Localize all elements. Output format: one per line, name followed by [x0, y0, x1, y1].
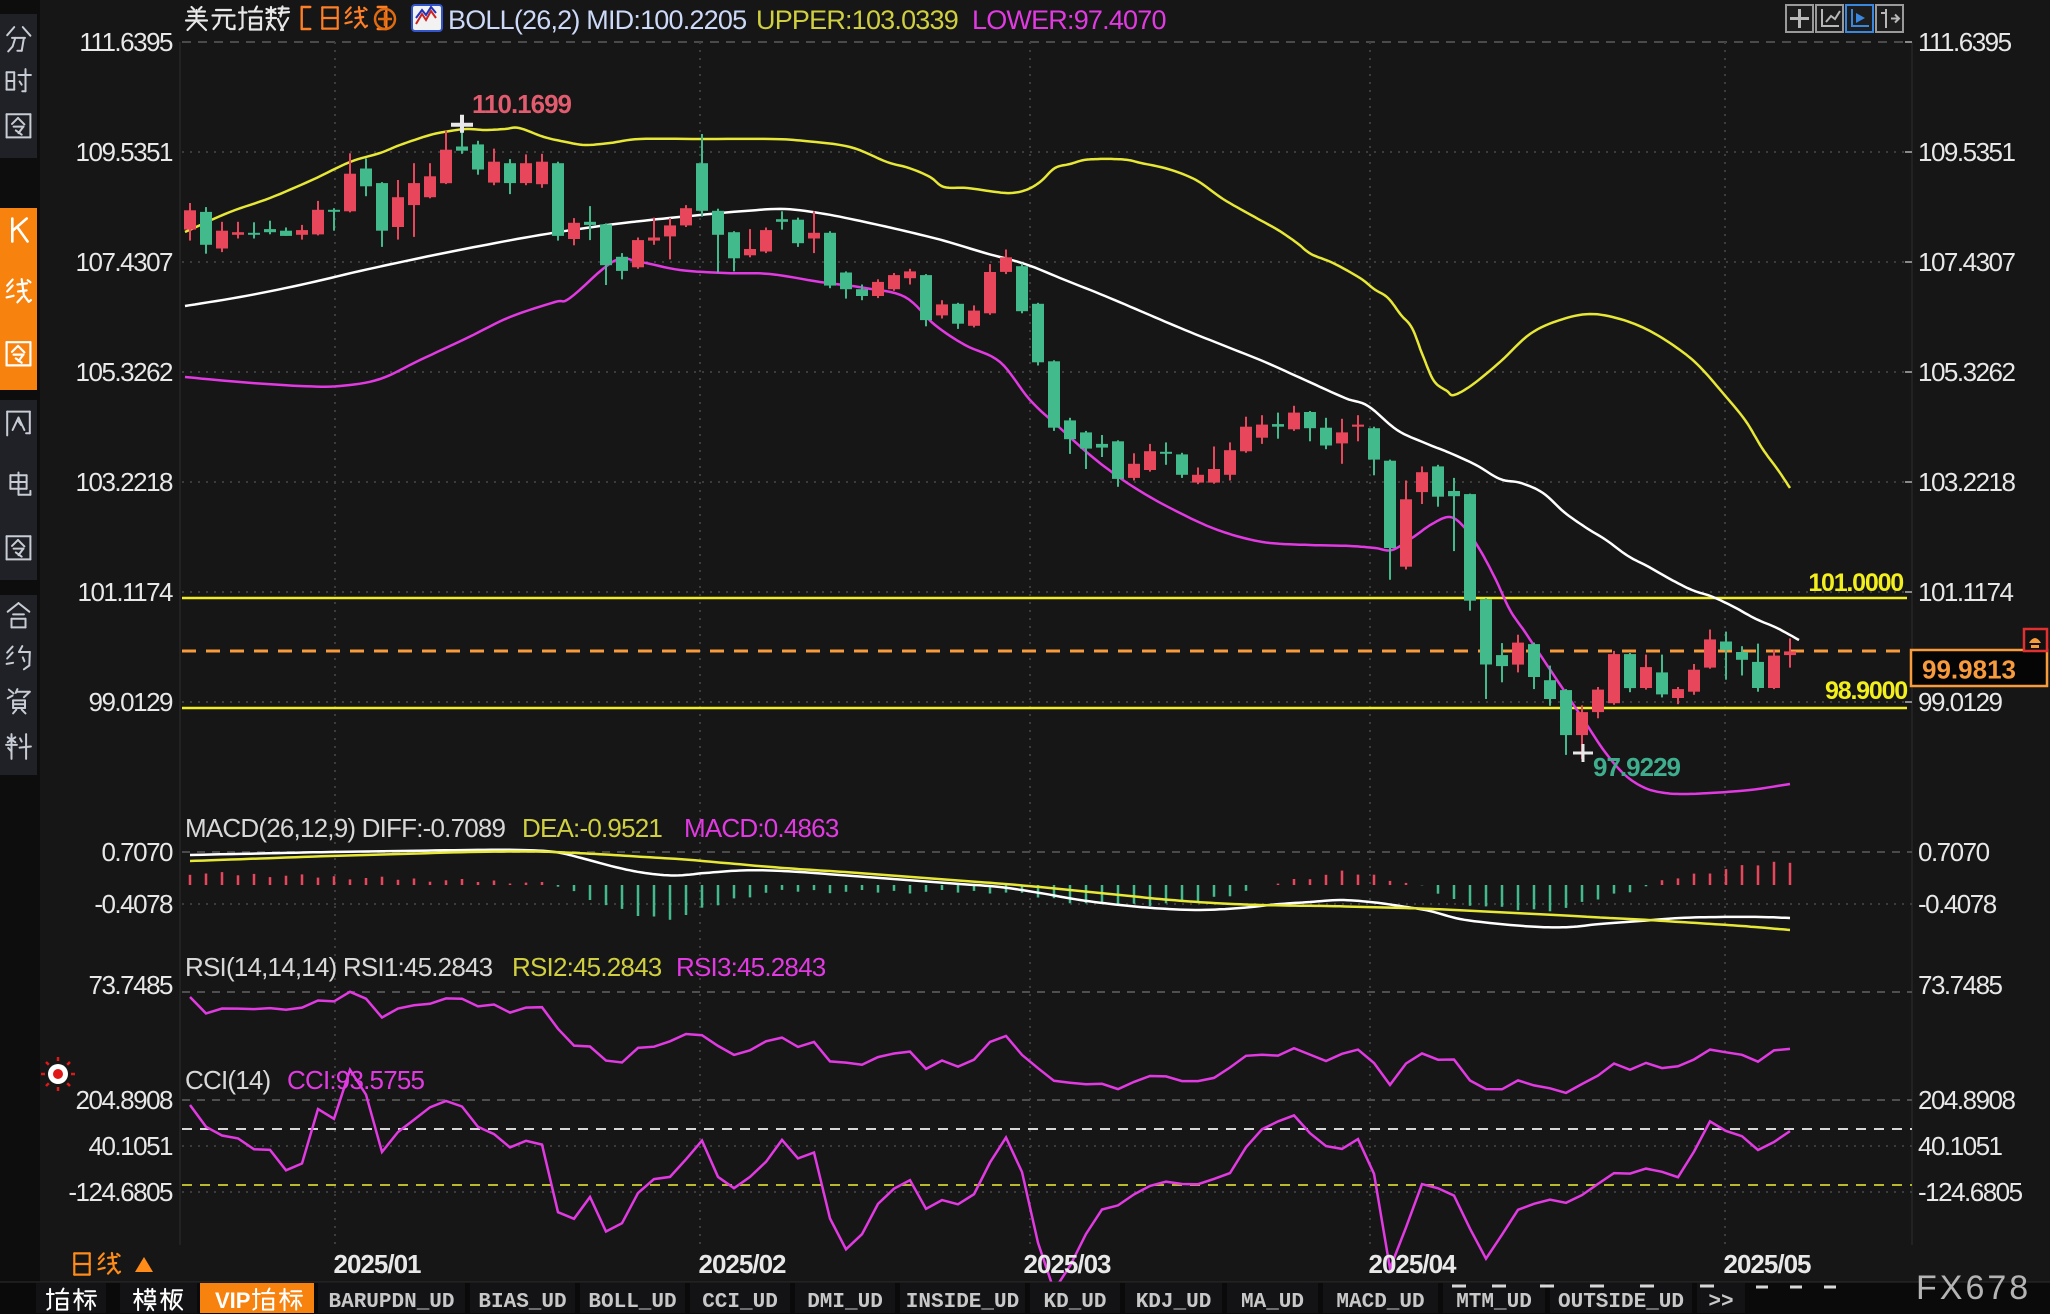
svg-text:99.9813: 99.9813 [1922, 654, 2016, 684]
svg-text:107.4307: 107.4307 [76, 247, 173, 277]
svg-text:CCI_UD: CCI_UD [702, 1291, 778, 1314]
svg-text:BOLL_UD: BOLL_UD [588, 1291, 676, 1314]
svg-text:RSI2:45.2843: RSI2:45.2843 [512, 952, 662, 982]
svg-text:MACD:0.4863: MACD:0.4863 [684, 813, 839, 843]
svg-text:MACD_UD: MACD_UD [1336, 1291, 1424, 1314]
svg-text:RSI3:45.2843: RSI3:45.2843 [676, 952, 826, 982]
svg-text:MACD(26,12,9) DIFF:-0.7089: MACD(26,12,9) DIFF:-0.7089 [185, 813, 506, 843]
svg-text:105.3262: 105.3262 [76, 357, 173, 387]
svg-text:204.8908: 204.8908 [76, 1085, 173, 1115]
svg-text:MA_UD: MA_UD [1241, 1291, 1304, 1314]
svg-text:2025/05: 2025/05 [1724, 1249, 1812, 1279]
svg-text:-124.6805: -124.6805 [68, 1177, 173, 1207]
svg-text:0.7070: 0.7070 [101, 837, 173, 867]
svg-text:CCI(14): CCI(14) [185, 1065, 271, 1095]
svg-text:2025/03: 2025/03 [1024, 1249, 1112, 1279]
svg-text:BARUPDN_UD: BARUPDN_UD [328, 1291, 454, 1314]
svg-text:MTM_UD: MTM_UD [1456, 1291, 1532, 1314]
svg-text:103.2218: 103.2218 [76, 467, 173, 497]
svg-text:101.0000: 101.0000 [1808, 569, 1903, 597]
svg-text:2025/01: 2025/01 [334, 1249, 422, 1279]
svg-text:73.7485: 73.7485 [1918, 970, 2003, 1000]
svg-text:VIP: VIP [215, 1288, 250, 1313]
svg-text:40.1051: 40.1051 [1918, 1131, 2003, 1161]
svg-text:KDJ_UD: KDJ_UD [1136, 1291, 1212, 1314]
svg-text:109.5351: 109.5351 [76, 137, 173, 167]
svg-text:101.1174: 101.1174 [1918, 577, 2014, 607]
svg-text:BIAS_UD: BIAS_UD [478, 1291, 566, 1314]
svg-text:110.1699: 110.1699 [472, 89, 572, 119]
svg-text:CCI:93.5755: CCI:93.5755 [287, 1065, 425, 1095]
svg-text:FX678: FX678 [1916, 1269, 2031, 1307]
svg-text:-0.4078: -0.4078 [1918, 889, 1997, 919]
svg-text:0.7070: 0.7070 [1918, 837, 1990, 867]
svg-text:73.7485: 73.7485 [89, 970, 174, 1000]
svg-text:>>: >> [1708, 1291, 1733, 1314]
svg-text:111.6395: 111.6395 [79, 27, 173, 57]
svg-text:BOLL(26,2) MID:100.2205: BOLL(26,2) MID:100.2205 [448, 5, 746, 35]
svg-text:2025/04: 2025/04 [1369, 1249, 1458, 1279]
svg-text:107.4307: 107.4307 [1918, 247, 2015, 277]
svg-text:103.2218: 103.2218 [1918, 467, 2015, 497]
svg-text:RSI(14,14,14) RSI1:45.2843: RSI(14,14,14) RSI1:45.2843 [185, 952, 493, 982]
svg-text:109.5351: 109.5351 [1918, 137, 2015, 167]
svg-text:-124.6805: -124.6805 [1918, 1177, 2023, 1207]
svg-text:105.3262: 105.3262 [1918, 357, 2015, 387]
svg-text:OUTSIDE_UD: OUTSIDE_UD [1558, 1291, 1684, 1314]
svg-text:UPPER:103.0339: UPPER:103.0339 [756, 5, 958, 35]
svg-text:-0.4078: -0.4078 [94, 889, 173, 919]
svg-text:111.6395: 111.6395 [1918, 27, 2012, 57]
svg-text:99.0129: 99.0129 [89, 687, 174, 717]
svg-text:98.9000: 98.9000 [1825, 677, 1907, 705]
svg-text:101.1174: 101.1174 [77, 577, 173, 607]
svg-text:INSIDE_UD: INSIDE_UD [906, 1291, 1019, 1314]
svg-text:2025/02: 2025/02 [699, 1249, 787, 1279]
svg-text:DEA:-0.9521: DEA:-0.9521 [522, 813, 662, 843]
svg-text:40.1051: 40.1051 [89, 1131, 174, 1161]
svg-text:DMI_UD: DMI_UD [807, 1291, 883, 1314]
svg-text:KD_UD: KD_UD [1043, 1291, 1106, 1314]
svg-text:99.0129: 99.0129 [1918, 687, 2003, 717]
svg-text:LOWER:97.4070: LOWER:97.4070 [972, 5, 1166, 35]
svg-text:97.9229: 97.9229 [1593, 752, 1681, 782]
svg-text:204.8908: 204.8908 [1918, 1085, 2015, 1115]
